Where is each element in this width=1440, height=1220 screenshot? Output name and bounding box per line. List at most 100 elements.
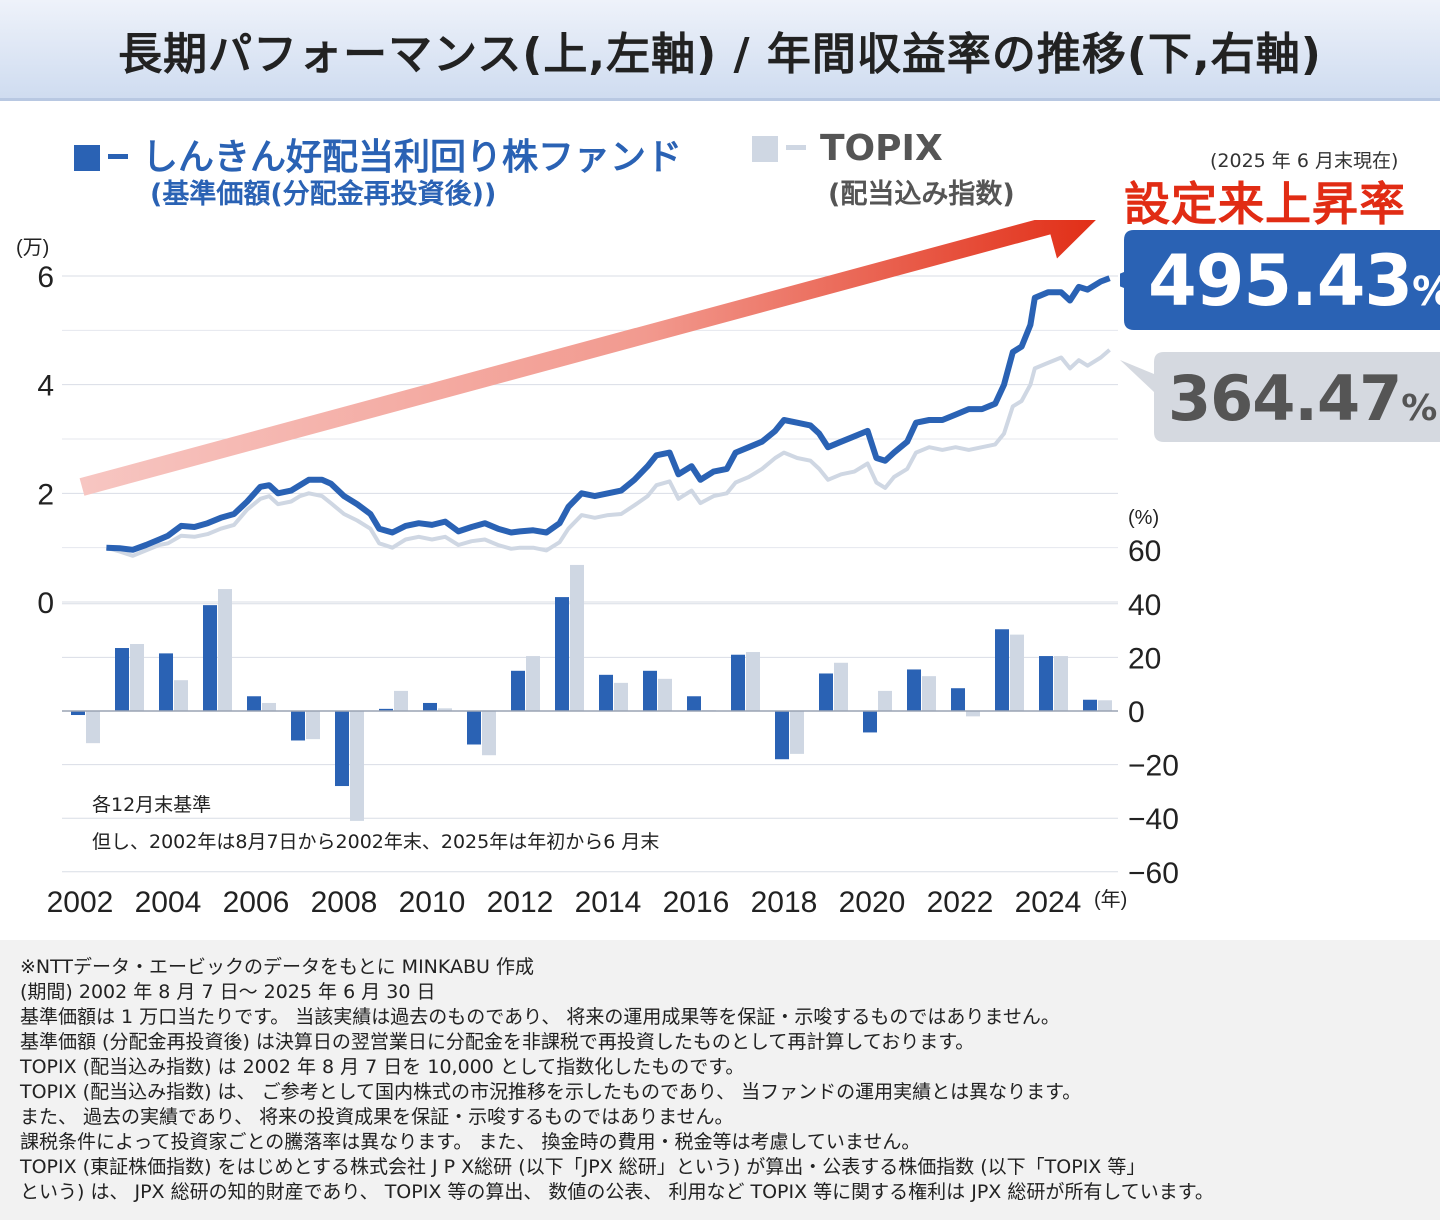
x-tick-label: 2022 <box>927 886 994 919</box>
bar-y-tick-label: −60 <box>1128 857 1179 890</box>
topix-bar <box>130 644 144 711</box>
fund-return-number: 495.43 <box>1148 240 1413 322</box>
fund-bar <box>951 688 965 711</box>
topix-bar <box>86 711 100 744</box>
x-tick-label: 2010 <box>399 886 466 919</box>
note-line: (期間) 2002 年 8 月 7 日〜 2025 年 6 月 30 日 <box>20 981 436 1003</box>
x-tick-label: 2008 <box>311 886 378 919</box>
topix-bar <box>1010 634 1024 711</box>
topix-bar <box>218 589 232 711</box>
note-line: 基準価額 (分配金再投資後) は決算日の翌営業日に分配金を非課税で再投資したもの… <box>20 1031 975 1053</box>
topix-bar <box>834 662 848 711</box>
topix-bar <box>1054 656 1068 711</box>
x-tick-label: 2016 <box>663 886 730 919</box>
note-line: また、 過去の実績であり、 将来の投資成果を保証・示唆するものではありません。 <box>20 1106 734 1128</box>
fund-bar <box>159 653 173 711</box>
fund-bar <box>203 605 217 711</box>
fund-bar <box>643 670 657 711</box>
legend-topix-label: TOPIX <box>820 128 943 169</box>
topix-bar <box>482 711 496 756</box>
topix-bar <box>922 676 936 711</box>
note-line: という) は、 JPX 総研の知的財産であり、 TOPIX 等の算出、 数値の公… <box>20 1181 1214 1203</box>
x-unit-label: (年) <box>1094 888 1127 911</box>
fund-bar <box>555 597 569 711</box>
bar-y-tick-label: 20 <box>1128 642 1161 675</box>
legend-topix-line-icon <box>786 145 806 150</box>
fund-bar <box>467 711 481 745</box>
fund-bar <box>687 696 701 711</box>
topix-bar <box>790 711 804 754</box>
topix-bar <box>878 690 892 711</box>
topix-bar <box>614 682 628 711</box>
legend-fund-marker <box>74 145 100 171</box>
trend-arrow <box>79 220 1096 496</box>
note-line: 課税条件によって投資家ごとの騰落率は異なります。 また、 換金時の費用・税金等は… <box>20 1131 921 1153</box>
fund-return-callout: 495.43% <box>1120 230 1440 330</box>
bar-y-tick-label: 40 <box>1128 589 1161 622</box>
x-tick-label: 2024 <box>1015 886 1082 919</box>
x-tick-label: 2012 <box>487 886 554 919</box>
bar-y-tick-label: 0 <box>1128 696 1145 729</box>
note-line: 基準価額は 1 万口当たりです。 当該実績は過去のものであり、 将来の運用成果等… <box>20 1006 1060 1028</box>
disclaimer-notes: ※NTTデータ・エービックのデータをもとに MINKABU 作成 (期間) 20… <box>0 940 1440 1220</box>
line-y-tick-label: 0 <box>37 587 54 620</box>
legend-fund-line-icon <box>108 154 128 159</box>
note-line: TOPIX (東証株価指数) をはじめとする株式会社 J P X総研 (以下「J… <box>20 1156 1146 1178</box>
line-y-tick-label: 6 <box>37 261 54 294</box>
topix-return-number: 364.47 <box>1168 362 1402 435</box>
chart-note-basis: 各12月末基準 <box>92 794 212 816</box>
x-tick-label: 2020 <box>839 886 906 919</box>
topix-line <box>105 348 1111 558</box>
page-title: 長期パフォーマンス(上,左軸) / 年間収益率の推移(下,右軸) <box>118 29 1322 80</box>
fund-bar <box>511 670 525 711</box>
note-line: ※NTTデータ・エービックのデータをもとに MINKABU 作成 <box>20 956 534 978</box>
bar-y-unit-label: (%) <box>1128 507 1159 529</box>
x-tick-label: 2014 <box>575 886 642 919</box>
topix-bar <box>262 702 276 711</box>
fund-return-percent: % <box>1412 269 1440 315</box>
legend-topix: TOPIX <box>752 128 943 169</box>
topix-return-value: 364.47% <box>1168 362 1437 435</box>
fund-bar <box>291 711 305 741</box>
fund-bar <box>775 711 789 760</box>
topix-bar <box>966 711 980 717</box>
topix-bar <box>174 680 188 711</box>
topix-bar <box>350 711 364 821</box>
fund-line <box>106 275 1111 553</box>
fund-bar <box>1039 656 1053 711</box>
topix-bar <box>746 652 760 711</box>
topix-bar <box>394 690 408 711</box>
topix-return-callout: 364.47% <box>1120 352 1440 442</box>
topix-bar <box>658 678 672 711</box>
legend-topix-marker <box>752 136 778 162</box>
topix-bar <box>526 656 540 711</box>
fund-bar <box>863 711 877 733</box>
fund-callout-shape <box>1120 230 1440 330</box>
fund-bar <box>335 711 349 787</box>
topix-bar <box>1098 700 1112 711</box>
x-tick-label: 2004 <box>135 886 202 919</box>
x-tick-label: 2018 <box>751 886 818 919</box>
fund-return-value: 495.43% <box>1148 240 1440 322</box>
fund-bar <box>423 702 437 711</box>
legend-fund-sublabel: (基準価額(分配金再投資後)) <box>150 179 497 210</box>
x-tick-label: 2002 <box>47 886 114 919</box>
chart-note-exception: 但し、2002年は8月7日から2002年末、2025年は年初から6 月末 <box>92 831 660 853</box>
legend-fund-label: しんきん好配当利回り株ファンド <box>142 137 683 178</box>
bar-y-tick-label: −20 <box>1128 750 1179 783</box>
note-line: TOPIX (配当込み指数) は、 ご参考として国内株式の市況推移を示したもので… <box>20 1081 1082 1103</box>
line-y-tick-label: 4 <box>37 370 54 403</box>
fund-bar <box>379 708 393 711</box>
legend-topix-sublabel: (配当込み指数) <box>828 179 1015 210</box>
topix-return-percent: % <box>1401 388 1438 429</box>
x-tick-label: 2006 <box>223 886 290 919</box>
as-of-date: (2025 年 6 月末現在) <box>1210 150 1399 172</box>
fund-bar <box>71 711 85 716</box>
fund-bar <box>907 669 921 711</box>
bar-y-tick-label: −40 <box>1128 803 1179 836</box>
fund-bar <box>819 673 833 711</box>
fund-bar <box>1083 699 1097 711</box>
line-y-unit-label: (万) <box>16 237 49 259</box>
fund-bar <box>115 648 129 711</box>
performance-chart: 0 2 4 6(万) −60 −40 −20 0 20 40 60 (%) 2002 2004 2006 20… <box>16 220 1179 919</box>
